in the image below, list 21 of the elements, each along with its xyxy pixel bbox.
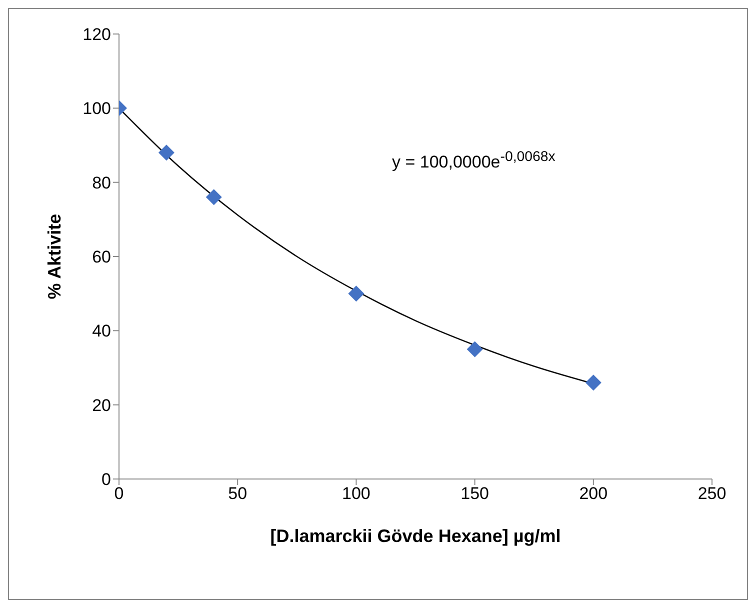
x-tick-label: 0: [114, 484, 124, 504]
y-tick-label: 60: [92, 248, 111, 267]
point: [158, 144, 174, 161]
y-tick-label: 120: [82, 25, 111, 44]
fit-equation: y = 100,0000e$^{-0,0068x}$: [392, 149, 556, 173]
x-axis-title: [D.lamarckii Gövde Hexane] µg/ml: [270, 526, 561, 546]
x-tick-label: 100: [342, 484, 370, 504]
point: [585, 374, 602, 391]
x-tick-label: 200: [579, 484, 608, 504]
y-tick-label: 100: [82, 99, 111, 118]
point: [206, 189, 222, 206]
point: [466, 341, 483, 358]
y-axis-title: % Aktivite: [44, 214, 64, 300]
y-tick-label: 20: [92, 396, 111, 415]
point: [348, 286, 364, 302]
y-tick-label: 0: [102, 470, 111, 490]
y-tick-label: 40: [92, 322, 111, 341]
y-tick-label: 80: [92, 173, 111, 192]
x-tick-label: 250: [698, 484, 726, 504]
x-tick-label: 50: [228, 484, 248, 504]
x-tick-label: 150: [460, 484, 489, 504]
